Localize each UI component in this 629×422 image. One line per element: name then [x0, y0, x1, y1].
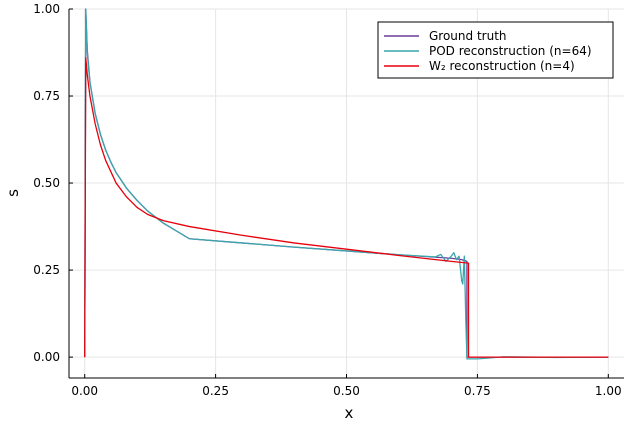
grid-lines — [69, 8, 624, 378]
y-tick-label: 0.25 — [33, 263, 60, 277]
series-line-2 — [84, 8, 609, 360]
x-tick-label: 1.00 — [595, 384, 622, 398]
legend-box — [377, 21, 614, 79]
y-tick-label: 0.00 — [33, 350, 60, 364]
legend-label: W₂ reconstruction (n=4) — [429, 59, 575, 73]
series-lines — [84, 8, 609, 360]
x-tick-label: 0.25 — [202, 384, 229, 398]
x-tick-label: 0.00 — [71, 384, 98, 398]
series-line-3 — [84, 57, 609, 358]
y-axis-title: s — [4, 189, 22, 197]
x-tick-label: 0.75 — [464, 384, 491, 398]
tick-labels: 0.00 0.25 0.50 0.75 1.00 0.00 0.25 0.50 0.75 1.00 — [33, 2, 621, 398]
legend-label: Ground truth — [429, 29, 507, 43]
x-axis-title: x — [345, 404, 354, 422]
y-tick-label: 0.75 — [33, 89, 60, 103]
x-tick-label: 0.50 — [333, 384, 360, 398]
y-tick-label: 0.50 — [33, 176, 60, 190]
legend-label: POD reconstruction (n=64) — [429, 44, 592, 58]
y-tick-label: 1.00 — [33, 2, 60, 16]
